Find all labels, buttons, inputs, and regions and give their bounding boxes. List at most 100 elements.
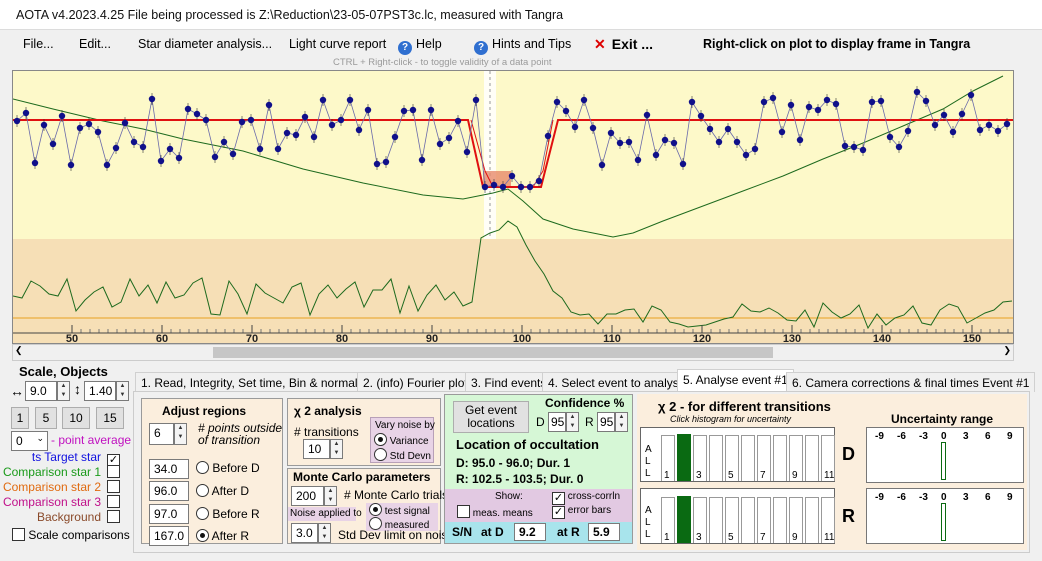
histogram-bar[interactable] — [677, 434, 691, 481]
histogram-bar[interactable] — [741, 497, 755, 543]
histogram-bar[interactable] — [773, 435, 787, 481]
tab-6[interactable]: 6. Camera corrections & final times Even… — [786, 372, 1036, 392]
std-dev-limit-input[interactable]: 3.0 — [291, 523, 318, 543]
std-dev-limit-spinner[interactable]: ▲ ▼ — [318, 523, 331, 543]
histogram-bar[interactable] — [725, 497, 739, 543]
light-curve-plot[interactable]: 50 60 70 80 90 100 110 120 130 140 150 — [12, 70, 1014, 345]
trials-spinner[interactable]: ▲ ▼ — [324, 486, 337, 506]
after-d-input[interactable]: 96.0 — [149, 481, 189, 501]
transitions-spinner[interactable]: ▲ ▼ — [330, 439, 343, 459]
trials-input[interactable]: 200 — [291, 486, 324, 506]
error-bars-option[interactable]: ✓ error bars — [552, 505, 611, 519]
histogram-bar[interactable] — [789, 435, 803, 481]
histogram-bar[interactable] — [725, 435, 739, 481]
tab-2[interactable]: 2. (info) Fourier plot — [357, 372, 474, 392]
r-confidence-input[interactable]: 95 — [597, 412, 615, 432]
std-devn-radio[interactable] — [374, 448, 387, 461]
menu-light-curve-report[interactable]: Light curve report — [289, 37, 387, 51]
menu-exit[interactable]: ✕ Exit ... — [594, 36, 653, 53]
object-checkbox[interactable] — [107, 465, 120, 478]
histogram-bar[interactable] — [693, 497, 707, 543]
points-outside-input[interactable]: 6 — [149, 423, 174, 445]
object-checkbox[interactable] — [107, 510, 120, 523]
object-row[interactable]: Comparison star 1 — [3, 465, 120, 479]
after-r-radio[interactable] — [196, 529, 209, 542]
variance-radio[interactable] — [374, 433, 387, 446]
menu-star-diameter[interactable]: Star diameter analysis... — [138, 37, 273, 51]
d-confidence-input[interactable]: 95 — [548, 412, 566, 432]
r-confidence-spinner[interactable]: ▲ ▼ — [615, 412, 628, 432]
histogram-bar[interactable] — [693, 435, 707, 481]
tab-3[interactable]: 3. Find events — [465, 372, 553, 392]
histogram-bar[interactable] — [757, 435, 771, 481]
histogram-bar[interactable] — [805, 435, 819, 481]
object-checkbox[interactable] — [107, 495, 120, 508]
plot-canvas[interactable]: 50 60 70 80 90 100 110 120 130 140 150 — [12, 71, 1013, 345]
before-d-radio[interactable] — [196, 461, 209, 474]
menu-hints[interactable]: ? Hints and Tips — [474, 37, 571, 55]
cross-corr-checkbox[interactable]: ✓ — [552, 492, 565, 505]
menu-file[interactable]: File... — [23, 37, 54, 51]
histogram-bar[interactable] — [757, 497, 771, 543]
tab-4[interactable]: 4. Select event to analyse — [542, 372, 692, 392]
meas-means-checkbox[interactable] — [457, 505, 470, 518]
scale-button-5[interactable]: 5 — [35, 407, 57, 429]
after-d-option[interactable]: After D — [196, 484, 249, 498]
scroll-left-arrow[interactable]: ❮ — [15, 345, 23, 355]
histogram-bar[interactable] — [709, 435, 723, 481]
scale-button-1[interactable]: 1 — [11, 407, 29, 429]
histogram-bar[interactable] — [741, 435, 755, 481]
after-r-input[interactable]: 167.0 — [149, 526, 189, 546]
histogram-bar[interactable] — [773, 497, 787, 543]
object-checkbox[interactable] — [107, 480, 120, 493]
v-scale-input[interactable]: 1.40 — [84, 381, 116, 401]
tab-5[interactable]: 5. Analyse event #1 — [677, 369, 794, 392]
test-signal-option[interactable]: test signal — [369, 503, 430, 517]
after-d-radio[interactable] — [196, 484, 209, 497]
d-histogram[interactable]: A L L 1 3 5 7 9 11 — [640, 427, 835, 482]
histogram-bar[interactable] — [661, 497, 675, 543]
r-histogram[interactable]: A L L 1 3 5 7 9 11 — [640, 488, 835, 544]
scroll-thumb[interactable] — [213, 347, 773, 358]
object-row[interactable]: Comparison star 3 — [3, 495, 120, 509]
object-row[interactable]: ts Target star ✓ — [32, 450, 120, 467]
error-bars-checkbox[interactable]: ✓ — [552, 506, 565, 519]
points-outside-spinner[interactable]: ▲ ▼ — [174, 423, 187, 445]
histogram-bar[interactable] — [805, 497, 819, 543]
measured-radio[interactable] — [369, 517, 382, 530]
before-d-input[interactable]: 34.0 — [149, 459, 189, 479]
histogram-bar[interactable] — [789, 497, 803, 543]
std-devn-option[interactable]: Std Devn — [374, 448, 431, 462]
point-average-select[interactable]: 0 ⌄ — [11, 431, 48, 451]
before-d-option[interactable]: Before D — [196, 461, 260, 475]
d-confidence-spinner[interactable]: ▲ ▼ — [566, 412, 579, 432]
menu-help[interactable]: ? Help — [398, 37, 442, 55]
scale-comparisons-checkbox[interactable] — [12, 528, 25, 541]
plot-horizontal-scrollbar[interactable]: ❮ ❯ — [12, 344, 1014, 361]
scale-button-15[interactable]: 15 — [96, 407, 124, 429]
histogram-bar[interactable] — [661, 435, 675, 481]
histogram-bar[interactable] — [709, 497, 723, 543]
before-r-input[interactable]: 97.0 — [149, 504, 189, 524]
scale-comparisons-row[interactable]: Scale comparisons — [12, 528, 130, 542]
meas-means-option[interactable]: meas. means — [457, 505, 533, 519]
scroll-right-arrow[interactable]: ❯ — [1003, 345, 1011, 355]
transitions-input[interactable]: 10 — [303, 439, 330, 459]
scale-button-10[interactable]: 10 — [62, 407, 90, 429]
object-row[interactable]: Background — [37, 510, 120, 524]
tab-1[interactable]: 1. Read, Integrity, Set time, Bin & norm… — [135, 372, 379, 392]
histogram-bar[interactable] — [677, 496, 691, 543]
cross-corr-option[interactable]: ✓ cross-corrln — [552, 491, 620, 505]
before-r-option[interactable]: Before R — [196, 507, 260, 521]
histogram-bar[interactable] — [821, 435, 835, 481]
measured-option[interactable]: measured — [369, 517, 429, 531]
h-scale-spinner[interactable]: ▲ ▼ — [57, 381, 70, 401]
v-scale-spinner[interactable]: ▲ ▼ — [116, 381, 129, 401]
get-event-locations-button[interactable]: Get event locations — [453, 401, 529, 433]
before-r-radio[interactable] — [196, 507, 209, 520]
variance-option[interactable]: Variance — [374, 433, 429, 447]
test-signal-radio[interactable] — [369, 503, 382, 516]
menu-edit[interactable]: Edit... — [79, 37, 111, 51]
after-r-option[interactable]: After R — [196, 529, 249, 543]
histogram-bar[interactable] — [821, 497, 835, 543]
